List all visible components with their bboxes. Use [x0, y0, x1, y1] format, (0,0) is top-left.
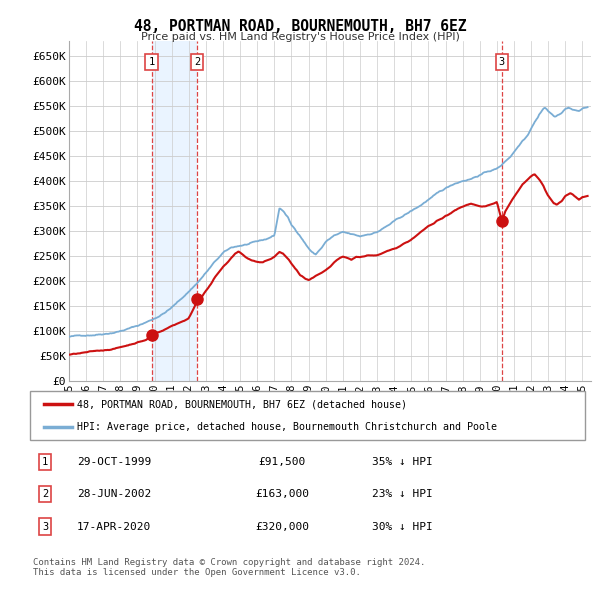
Text: 48, PORTMAN ROAD, BOURNEMOUTH, BH7 6EZ (detached house): 48, PORTMAN ROAD, BOURNEMOUTH, BH7 6EZ (… [77, 399, 407, 409]
Text: 30% ↓ HPI: 30% ↓ HPI [371, 522, 433, 532]
Text: HPI: Average price, detached house, Bournemouth Christchurch and Poole: HPI: Average price, detached house, Bour… [77, 422, 497, 432]
Text: 1: 1 [149, 57, 155, 67]
Bar [152, 41, 197, 381]
Text: 1: 1 [42, 457, 48, 467]
Text: Contains HM Land Registry data © Crown copyright and database right 2024.
This d: Contains HM Land Registry data © Crown c… [33, 558, 425, 577]
Text: £91,500: £91,500 [259, 457, 305, 467]
Text: 3: 3 [499, 57, 505, 67]
Text: 3: 3 [42, 522, 48, 532]
Text: 35% ↓ HPI: 35% ↓ HPI [371, 457, 433, 467]
Text: 2: 2 [194, 57, 200, 67]
Text: 29-OCT-1999: 29-OCT-1999 [77, 457, 151, 467]
Text: 23% ↓ HPI: 23% ↓ HPI [371, 489, 433, 499]
Text: Price paid vs. HM Land Registry's House Price Index (HPI): Price paid vs. HM Land Registry's House … [140, 32, 460, 42]
Text: £320,000: £320,000 [255, 522, 309, 532]
Text: 28-JUN-2002: 28-JUN-2002 [77, 489, 151, 499]
Text: 48, PORTMAN ROAD, BOURNEMOUTH, BH7 6EZ: 48, PORTMAN ROAD, BOURNEMOUTH, BH7 6EZ [134, 19, 466, 34]
Text: 17-APR-2020: 17-APR-2020 [77, 522, 151, 532]
FancyBboxPatch shape [30, 391, 585, 440]
Text: 2: 2 [42, 489, 48, 499]
Text: £163,000: £163,000 [255, 489, 309, 499]
